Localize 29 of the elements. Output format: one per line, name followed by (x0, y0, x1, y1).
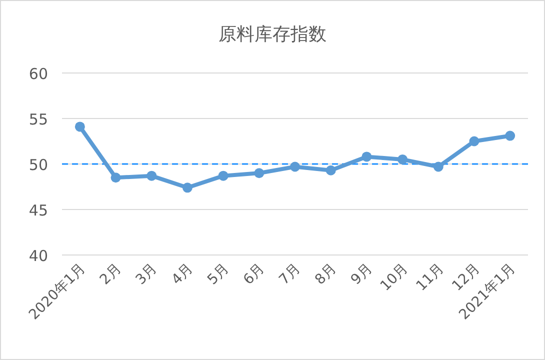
point (505, 130, 516, 141)
y-tick-label: 45 (28, 202, 48, 220)
y-tick-label: 50 (28, 156, 48, 174)
x-tick-label: 6月 (240, 260, 268, 288)
y-tick-label: 60 (28, 65, 48, 83)
point (218, 170, 228, 181)
point (74, 122, 85, 132)
x-tick-label: 4月 (168, 260, 196, 288)
point (290, 162, 300, 172)
point (146, 170, 157, 181)
x-tick-label: 8月 (312, 260, 340, 288)
x-tick-label: 11月 (413, 260, 448, 294)
point (326, 165, 336, 176)
point (433, 162, 444, 172)
x-tick-label: 7月 (276, 260, 304, 288)
point (398, 154, 408, 164)
x-tick-label: 3月 (132, 260, 160, 288)
point (110, 172, 121, 183)
x-tick-label: 2月 (97, 260, 125, 288)
y-tick-label: 40 (28, 247, 48, 265)
point (254, 168, 264, 178)
y-tick-label: 55 (28, 110, 48, 128)
point (182, 182, 192, 193)
point (362, 152, 372, 162)
chart-title: 原料库存指数 (218, 24, 326, 45)
point (469, 136, 480, 146)
x-tick-label: 5月 (204, 260, 232, 288)
x-tick-label: 9月 (348, 260, 376, 288)
x-tick-label: 10月 (378, 260, 412, 294)
